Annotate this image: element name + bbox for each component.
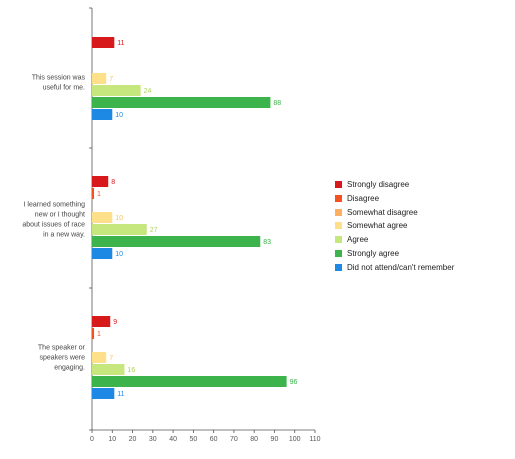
x-tick-label: 110 [309, 436, 320, 443]
bar [92, 109, 113, 120]
legend-swatch [335, 208, 342, 216]
x-tick-label: 20 [129, 436, 137, 443]
legend-swatch [335, 194, 342, 202]
bar-value-label: 11 [117, 391, 124, 398]
category-labels: This session was useful for me. I learned … [22, 75, 85, 372]
bar [92, 376, 287, 387]
bar-value-label: 83 [263, 239, 271, 246]
bar-value-label: 10 [115, 251, 123, 258]
bar-value-label: 8 [111, 179, 115, 186]
legend-swatch [335, 222, 342, 230]
legend-swatch [335, 249, 342, 257]
x-tick-label: 100 [289, 436, 301, 443]
legend-item: Somewhat disagree [335, 206, 454, 219]
x-tick-label: 50 [189, 436, 197, 443]
legend-item: Agree [335, 233, 454, 246]
legend-item: Strongly disagree [335, 178, 454, 191]
legend-item: Strongly agree [335, 247, 454, 260]
legend-label: Strongly disagree [347, 180, 410, 189]
bar [92, 388, 115, 399]
legend-label: Disagree [347, 193, 380, 203]
x-tick-label: 10 [108, 436, 116, 443]
bar-value-label: 24 [144, 88, 152, 95]
bar [92, 37, 115, 48]
bar-value-label: 16 [127, 367, 135, 374]
legend-swatch [335, 236, 342, 244]
bar-value-label: 1 [97, 191, 101, 198]
bar-value-label: 7 [109, 76, 113, 83]
x-tick-label: 40 [169, 436, 177, 443]
bar [92, 176, 109, 187]
legend-swatch [335, 263, 342, 271]
bar [92, 85, 141, 96]
bar-value-label: 10 [115, 215, 123, 222]
bar [92, 364, 125, 375]
bar-value-label: 9 [113, 319, 117, 326]
bar [92, 248, 113, 259]
legend: Strongly disagree Disagree Somewhat disagr… [335, 178, 454, 275]
bar [92, 97, 271, 108]
bar-value-label: 11 [117, 40, 124, 47]
x-tick-label: 90 [271, 436, 279, 443]
bar-value-label: 7 [109, 355, 113, 362]
x-tick-label: 30 [149, 436, 157, 443]
bar-value-label: 88 [273, 100, 281, 107]
bar [92, 352, 107, 363]
bar [92, 328, 95, 339]
bar [92, 316, 111, 327]
legend-item: Disagree [335, 192, 454, 205]
bar-value-label: 10 [115, 112, 123, 119]
category-label: The speaker or speakers were engaging. [38, 345, 86, 372]
legend-item: Somewhat agree [335, 219, 454, 232]
category-label: I learned something new or I thought about… [22, 202, 85, 239]
x-tick-label: 80 [250, 436, 258, 443]
category-label: This session was useful for me. [32, 75, 86, 92]
bar [92, 188, 95, 199]
legend-label: Somewhat agree [347, 221, 408, 231]
legend-label: Did not attend/can't remember [347, 262, 455, 272]
legend-swatch [335, 181, 342, 188]
x-tick-label: 0 [90, 436, 94, 443]
bar-value-label: 1 [97, 331, 101, 338]
bar [92, 73, 107, 84]
legend-label: Strongly agree [347, 248, 400, 258]
bar [92, 224, 147, 235]
bar [92, 212, 113, 223]
x-tick-label: 70 [230, 436, 238, 443]
bar-value-label: 27 [150, 227, 158, 234]
bar [92, 236, 261, 247]
legend-item: Did not attend/can't remember [335, 261, 454, 274]
bar-value-label: 96 [290, 379, 298, 386]
legend-label: Somewhat disagree [347, 207, 418, 217]
x-tick-label: 60 [210, 436, 218, 443]
legend-label: Agree [347, 235, 369, 245]
